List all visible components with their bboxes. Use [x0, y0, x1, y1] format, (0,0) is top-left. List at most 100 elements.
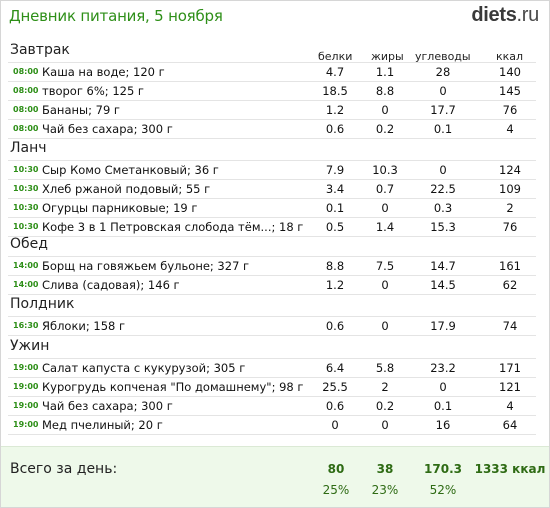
row-divider [8, 81, 536, 82]
total-label: Всего за день: [10, 461, 118, 477]
kcal-value: 124 [499, 163, 521, 177]
meal-time: 08:00 [13, 105, 39, 114]
carbs-value: 0 [439, 380, 447, 394]
food-name: Слива (садовая); 146 г [42, 278, 180, 292]
meal-divider [8, 256, 536, 257]
kcal-value: 4 [506, 399, 514, 413]
food-name: Чай без сахара; 300 г [42, 122, 173, 136]
protein-value: 1.2 [325, 103, 345, 117]
food-name: Огурцы парниковые; 19 г [42, 201, 198, 215]
meal-heading: Обед [10, 236, 48, 252]
fat-value: 2 [381, 380, 389, 394]
meal-time: 10:30 [13, 184, 39, 193]
food-row[interactable]: 16:30 Яблоки; 158 г 0.6 0 17.9 74 [0, 317, 550, 336]
row-divider [8, 335, 536, 336]
food-row[interactable]: 08:00 Каша на воде; 120 г 4.7 1.1 28 140 [0, 63, 550, 82]
food-row[interactable]: 14:00 Слива (садовая); 146 г 1.2 0 14.5 62 [0, 276, 550, 295]
row-divider [8, 119, 536, 120]
row-divider [8, 294, 536, 295]
kcal-value: 76 [502, 220, 518, 234]
fat-value: 0 [381, 103, 389, 117]
total-protein-percent: 25% [322, 483, 350, 497]
fat-value: 8.8 [375, 84, 395, 98]
fat-value: 0 [381, 278, 389, 292]
kcal-value: 76 [502, 103, 518, 117]
row-divider [8, 434, 536, 435]
meal-heading: Ланч [10, 140, 47, 156]
protein-value: 0.6 [325, 399, 345, 413]
meal-heading: Завтрак [10, 42, 70, 58]
meal-time: 08:00 [13, 86, 39, 95]
total-fat: 38 [376, 462, 394, 476]
carbs-value: 0 [439, 163, 447, 177]
column-header-kcal: ккал [496, 50, 524, 63]
fat-value: 10.3 [372, 163, 398, 177]
row-divider [8, 396, 536, 397]
logo-main: diets [471, 4, 517, 26]
kcal-value: 62 [502, 278, 518, 292]
meal-time: 16:30 [13, 321, 39, 330]
protein-value: 8.8 [325, 259, 345, 273]
fat-value: 0 [381, 319, 389, 333]
food-row[interactable]: 19:00 Салат капуста с кукурузой; 305 г 6.4… [0, 359, 550, 378]
food-name: Салат капуста с кукурузой; 305 г [42, 361, 246, 375]
food-row[interactable]: 10:30 Кофе 3 в 1 Петровская слобода тём..… [0, 218, 550, 237]
fat-value: 7.5 [375, 259, 395, 273]
site-logo[interactable]: diets.ru [471, 4, 539, 27]
protein-value: 0.1 [325, 201, 345, 215]
kcal-value: 64 [502, 418, 518, 432]
food-name: Курогрудь копченая "По домашнему"; 98 г [42, 380, 304, 394]
carbs-value: 0.3 [433, 201, 453, 215]
food-row[interactable]: 08:00 Чай без сахара; 300 г 0.6 0.2 0.1 4 [0, 120, 550, 139]
meal-time: 08:00 [13, 67, 39, 76]
total-protein: 80 [327, 462, 345, 476]
food-row[interactable]: 08:00 творог 6%; 125 г 18.5 8.8 0 145 [0, 82, 550, 101]
protein-value: 1.2 [325, 278, 345, 292]
protein-value: 0 [331, 418, 339, 432]
food-row[interactable]: 10:30 Хлеб ржаной подовый; 55 г 3.4 0.7 22.5… [0, 180, 550, 199]
column-header-carbs: углеводы [415, 50, 471, 63]
kcal-value: 74 [502, 319, 518, 333]
row-divider [8, 179, 536, 180]
carbs-value: 0.1 [433, 399, 453, 413]
food-row[interactable]: 10:30 Сыр Комо Сметанковый; 36 г 7.9 10.3 0 1… [0, 161, 550, 180]
row-divider [8, 415, 536, 416]
row-divider [8, 198, 536, 199]
row-divider [8, 100, 536, 101]
protein-value: 3.4 [325, 182, 345, 196]
carbs-value: 17.7 [430, 103, 456, 117]
food-row[interactable]: 14:00 Борщ на говяжьем бульоне; 327 г 8.8 7… [0, 257, 550, 276]
meal-divider [8, 316, 536, 317]
fat-value: 0.7 [375, 182, 395, 196]
kcal-value: 145 [499, 84, 521, 98]
protein-value: 25.5 [322, 380, 348, 394]
food-row[interactable]: 08:00 Бананы; 79 г 1.2 0 17.7 76 [0, 101, 550, 120]
kcal-value: 171 [499, 361, 521, 375]
meal-time: 10:30 [13, 165, 39, 174]
meal-time: 19:00 [13, 420, 39, 429]
total-fat-percent: 23% [371, 483, 399, 497]
protein-value: 0.5 [325, 220, 345, 234]
meal-time: 10:30 [13, 203, 39, 212]
carbs-value: 0.1 [433, 122, 453, 136]
carbs-value: 15.3 [430, 220, 456, 234]
food-row[interactable]: 19:00 Чай без сахара; 300 г 0.6 0.2 0.1 4 [0, 397, 550, 416]
daily-total: Всего за день: 80 38 170.3 1333 ккал 25%… [1, 446, 549, 507]
food-row[interactable]: 19:00 Мед пчелиный; 20 г 0 0 16 64 [0, 416, 550, 435]
row-divider [8, 217, 536, 218]
kcal-value: 2 [506, 201, 514, 215]
food-row[interactable]: 19:00 Курогрудь копченая "По домашнему"; … [0, 378, 550, 397]
meal-time: 10:30 [13, 222, 39, 231]
column-header-protein: белки [318, 50, 353, 63]
meal-divider [8, 358, 536, 359]
meal-time: 19:00 [13, 382, 39, 391]
meal-divider [8, 62, 536, 63]
kcal-value: 161 [499, 259, 521, 273]
food-row[interactable]: 10:30 Огурцы парниковые; 19 г 0.1 0 0.3 2 [0, 199, 550, 218]
fat-value: 0.2 [375, 122, 395, 136]
protein-value: 0.6 [325, 122, 345, 136]
total-carbs: 170.3 [424, 462, 462, 476]
meal-time: 14:00 [13, 261, 39, 270]
kcal-value: 140 [499, 65, 521, 79]
fat-value: 0 [381, 418, 389, 432]
